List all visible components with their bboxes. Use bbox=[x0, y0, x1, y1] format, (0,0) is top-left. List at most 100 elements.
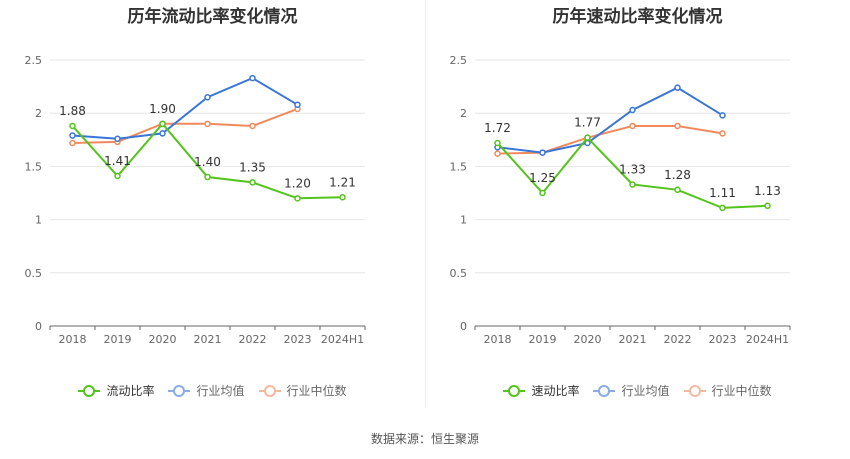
chart-title: 历年速动比率变化情况 bbox=[552, 7, 723, 27]
x-tick-label: 2021 bbox=[194, 333, 222, 346]
data-label: 1.90 bbox=[149, 102, 176, 116]
y-tick-label: 0 bbox=[460, 320, 467, 333]
data-point bbox=[204, 93, 211, 101]
data-point bbox=[719, 130, 726, 137]
y-tick-label: 1.5 bbox=[450, 160, 468, 173]
x-tick-label: 2019 bbox=[529, 333, 557, 346]
series-line bbox=[497, 86, 724, 154]
data-point bbox=[494, 139, 501, 147]
y-tick-label: 2.5 bbox=[450, 54, 468, 67]
y-tick-label: 1 bbox=[35, 214, 42, 227]
legend-label: 流动比率 bbox=[106, 384, 155, 398]
x-tick-label: 2021 bbox=[619, 333, 647, 346]
legend-swatch bbox=[593, 384, 616, 397]
x-tick-label: 2023 bbox=[284, 333, 312, 346]
data-label: 1.41 bbox=[104, 154, 131, 168]
x-tick-label: 2022 bbox=[664, 333, 692, 346]
data-point bbox=[249, 74, 256, 82]
data-point bbox=[294, 195, 301, 202]
legend-item[interactable]: 流动比率 bbox=[78, 382, 154, 399]
data-point bbox=[69, 139, 76, 147]
chart-legend: 速动比率 行业均值 行业中位数 bbox=[425, 382, 850, 399]
data-label: 1.25 bbox=[529, 171, 556, 185]
data-label: 1.88 bbox=[59, 104, 86, 118]
series-line bbox=[72, 107, 298, 144]
legend-swatch bbox=[78, 384, 101, 397]
data-point bbox=[539, 149, 546, 156]
y-tick-label: 0 bbox=[35, 320, 42, 333]
legend-label: 行业均值 bbox=[621, 384, 670, 398]
data-point bbox=[629, 106, 636, 114]
data-label: 1.72 bbox=[484, 121, 511, 135]
legend-label: 行业中位数 bbox=[711, 384, 772, 398]
data-label: 1.20 bbox=[284, 176, 311, 190]
data-point bbox=[159, 130, 166, 137]
data-point bbox=[114, 135, 121, 142]
data-point bbox=[674, 122, 681, 130]
series-line bbox=[497, 125, 723, 155]
y-tick-label: 2 bbox=[460, 107, 467, 120]
data-point bbox=[204, 120, 211, 128]
data-label: 1.77 bbox=[574, 116, 601, 130]
data-point bbox=[539, 189, 546, 197]
current-ratio-chart: 历年流动比率变化情况 0 0.5 1 1.5 2 2.5 2018 2019 2020 2021 2… bbox=[0, 0, 425, 420]
y-tick-label: 0.5 bbox=[25, 267, 43, 280]
data-label: 1.33 bbox=[619, 162, 646, 176]
legend-label: 行业均值 bbox=[196, 384, 245, 398]
y-tick-label: 0.5 bbox=[450, 267, 468, 280]
data-point bbox=[159, 120, 166, 128]
quick-ratio-chart: 历年速动比率变化情况 0 0.5 1 1.5 2 2.5 2018 2019 2020 2021 2… bbox=[425, 0, 850, 420]
legend-item[interactable]: 行业均值 bbox=[168, 382, 245, 399]
data-point bbox=[294, 101, 301, 108]
data-point bbox=[674, 186, 681, 194]
quick-ratio-plot: 0 0.5 1 1.5 2 2.5 2018 2019 2020 2021 2022 2023 2024… bbox=[450, 54, 791, 346]
data-point bbox=[69, 122, 76, 130]
data-source: 数据来源：恒生聚源 bbox=[370, 432, 479, 446]
data-point bbox=[629, 122, 636, 130]
data-point bbox=[584, 134, 591, 141]
legend-item[interactable]: 行业中位数 bbox=[683, 382, 772, 399]
y-tick-label: 1 bbox=[460, 214, 467, 227]
legend-swatch bbox=[503, 384, 526, 397]
x-tick-label: 2024H1 bbox=[321, 333, 364, 346]
data-label: 1.13 bbox=[754, 184, 781, 198]
y-tick-label: 2.5 bbox=[25, 54, 43, 67]
data-point bbox=[249, 122, 256, 130]
data-label: 1.40 bbox=[194, 155, 221, 169]
data-point bbox=[114, 172, 121, 180]
data-label: 1.11 bbox=[709, 186, 736, 200]
data-label: 1.21 bbox=[329, 175, 356, 189]
legend-swatch bbox=[683, 384, 706, 397]
legend-item[interactable]: 行业均值 bbox=[593, 382, 670, 399]
x-tick-label: 2022 bbox=[239, 333, 267, 346]
series-line bbox=[72, 76, 299, 140]
data-point bbox=[249, 179, 256, 186]
data-point bbox=[494, 150, 501, 157]
legend-swatch bbox=[168, 384, 191, 397]
data-label: 1.35 bbox=[239, 160, 266, 174]
data-label: 1.28 bbox=[664, 168, 691, 182]
data-point bbox=[204, 173, 211, 181]
y-tick-label: 2 bbox=[35, 107, 42, 120]
x-tick-label: 2018 bbox=[59, 333, 87, 346]
data-point bbox=[339, 194, 346, 201]
data-point bbox=[764, 202, 771, 210]
chart-title: 历年流动比率变化情况 bbox=[127, 7, 298, 27]
legend-item[interactable]: 速动比率 bbox=[503, 382, 579, 399]
current-ratio-plot: 0 0.5 1 1.5 2 2.5 2018 2019 2020 2021 2022 2023 2024… bbox=[25, 54, 366, 346]
y-tick-label: 1.5 bbox=[25, 160, 43, 173]
data-point bbox=[719, 204, 726, 212]
data-point bbox=[629, 181, 636, 188]
legend-label: 速动比率 bbox=[531, 384, 580, 398]
chart-legend: 流动比率 行业均值 行业中位数 bbox=[0, 382, 425, 399]
legend-swatch bbox=[258, 384, 281, 397]
panel-divider bbox=[425, 0, 426, 408]
x-tick-label: 2018 bbox=[484, 333, 512, 346]
x-tick-label: 2023 bbox=[709, 333, 737, 346]
data-point bbox=[719, 112, 726, 119]
x-tick-label: 2019 bbox=[104, 333, 132, 346]
x-tick-label: 2024H1 bbox=[746, 333, 789, 346]
x-tick-label: 2020 bbox=[574, 333, 602, 346]
legend-item[interactable]: 行业中位数 bbox=[258, 382, 347, 399]
data-point bbox=[69, 132, 76, 139]
